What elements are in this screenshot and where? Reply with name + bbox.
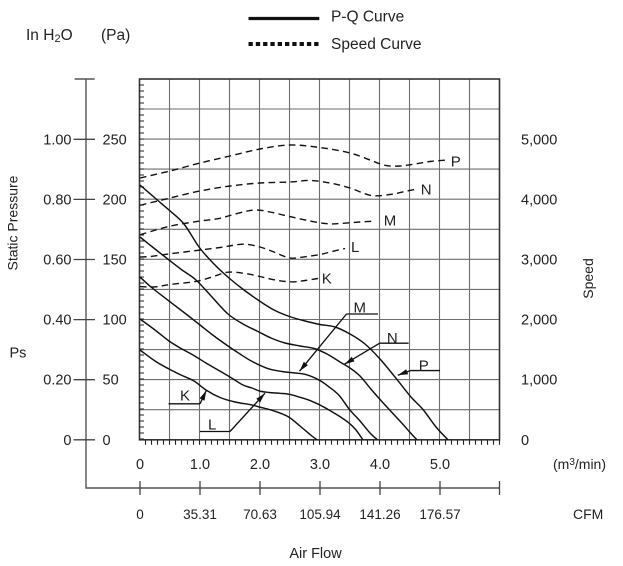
svg-text:200: 200 [103, 192, 127, 208]
svg-text:P: P [419, 357, 429, 374]
svg-text:0: 0 [103, 433, 111, 449]
svg-text:100: 100 [103, 313, 127, 329]
svg-text:5.0: 5.0 [430, 457, 450, 473]
svg-text:N: N [387, 330, 398, 347]
svg-text:(m3/min): (m3/min) [553, 456, 606, 472]
svg-text:Air Flow: Air Flow [289, 546, 342, 561]
svg-text:176.57: 176.57 [419, 507, 460, 522]
svg-text:3.0: 3.0 [310, 457, 330, 473]
svg-text:(Pa): (Pa) [101, 27, 130, 44]
svg-text:105.94: 105.94 [299, 507, 341, 522]
svg-text:0.40: 0.40 [43, 313, 71, 329]
svg-text:0: 0 [521, 433, 529, 449]
svg-text:250: 250 [103, 132, 127, 148]
svg-text:2.0: 2.0 [250, 457, 270, 473]
svg-text:5,000: 5,000 [521, 132, 557, 148]
svg-text:M: M [354, 300, 367, 317]
svg-text:0.80: 0.80 [43, 192, 71, 208]
svg-text:L: L [351, 239, 359, 256]
svg-text:35.31: 35.31 [183, 507, 217, 522]
svg-text:150: 150 [103, 253, 127, 269]
svg-text:K: K [180, 387, 190, 404]
svg-text:In H2O: In H2O [26, 27, 73, 45]
svg-text:P: P [451, 153, 461, 170]
svg-text:Speed: Speed [580, 258, 596, 298]
svg-text:70.63: 70.63 [243, 507, 277, 522]
svg-text:1.00: 1.00 [43, 132, 71, 148]
svg-text:Speed Curve: Speed Curve [331, 36, 421, 53]
svg-text:0: 0 [63, 433, 71, 449]
svg-text:M: M [384, 212, 397, 229]
svg-text:0.60: 0.60 [43, 253, 71, 269]
svg-text:K: K [322, 271, 332, 288]
svg-text:0: 0 [136, 457, 144, 473]
svg-text:N: N [421, 182, 432, 199]
svg-text:Static Pressure: Static Pressure [5, 175, 21, 270]
svg-text:50: 50 [103, 373, 119, 389]
svg-text:2,000: 2,000 [521, 313, 557, 329]
svg-text:1,000: 1,000 [521, 373, 557, 389]
svg-text:3,000: 3,000 [521, 253, 557, 269]
svg-text:0.20: 0.20 [43, 373, 71, 389]
svg-text:141.26: 141.26 [359, 507, 400, 522]
svg-text:4,000: 4,000 [521, 192, 557, 208]
svg-text:CFM: CFM [573, 506, 603, 522]
svg-text:0: 0 [136, 507, 144, 522]
svg-text:P-Q Curve: P-Q Curve [331, 9, 404, 26]
svg-text:4.0: 4.0 [370, 457, 390, 473]
svg-text:Ps: Ps [10, 346, 27, 362]
svg-text:L: L [208, 417, 216, 434]
svg-text:1.0: 1.0 [190, 457, 210, 473]
